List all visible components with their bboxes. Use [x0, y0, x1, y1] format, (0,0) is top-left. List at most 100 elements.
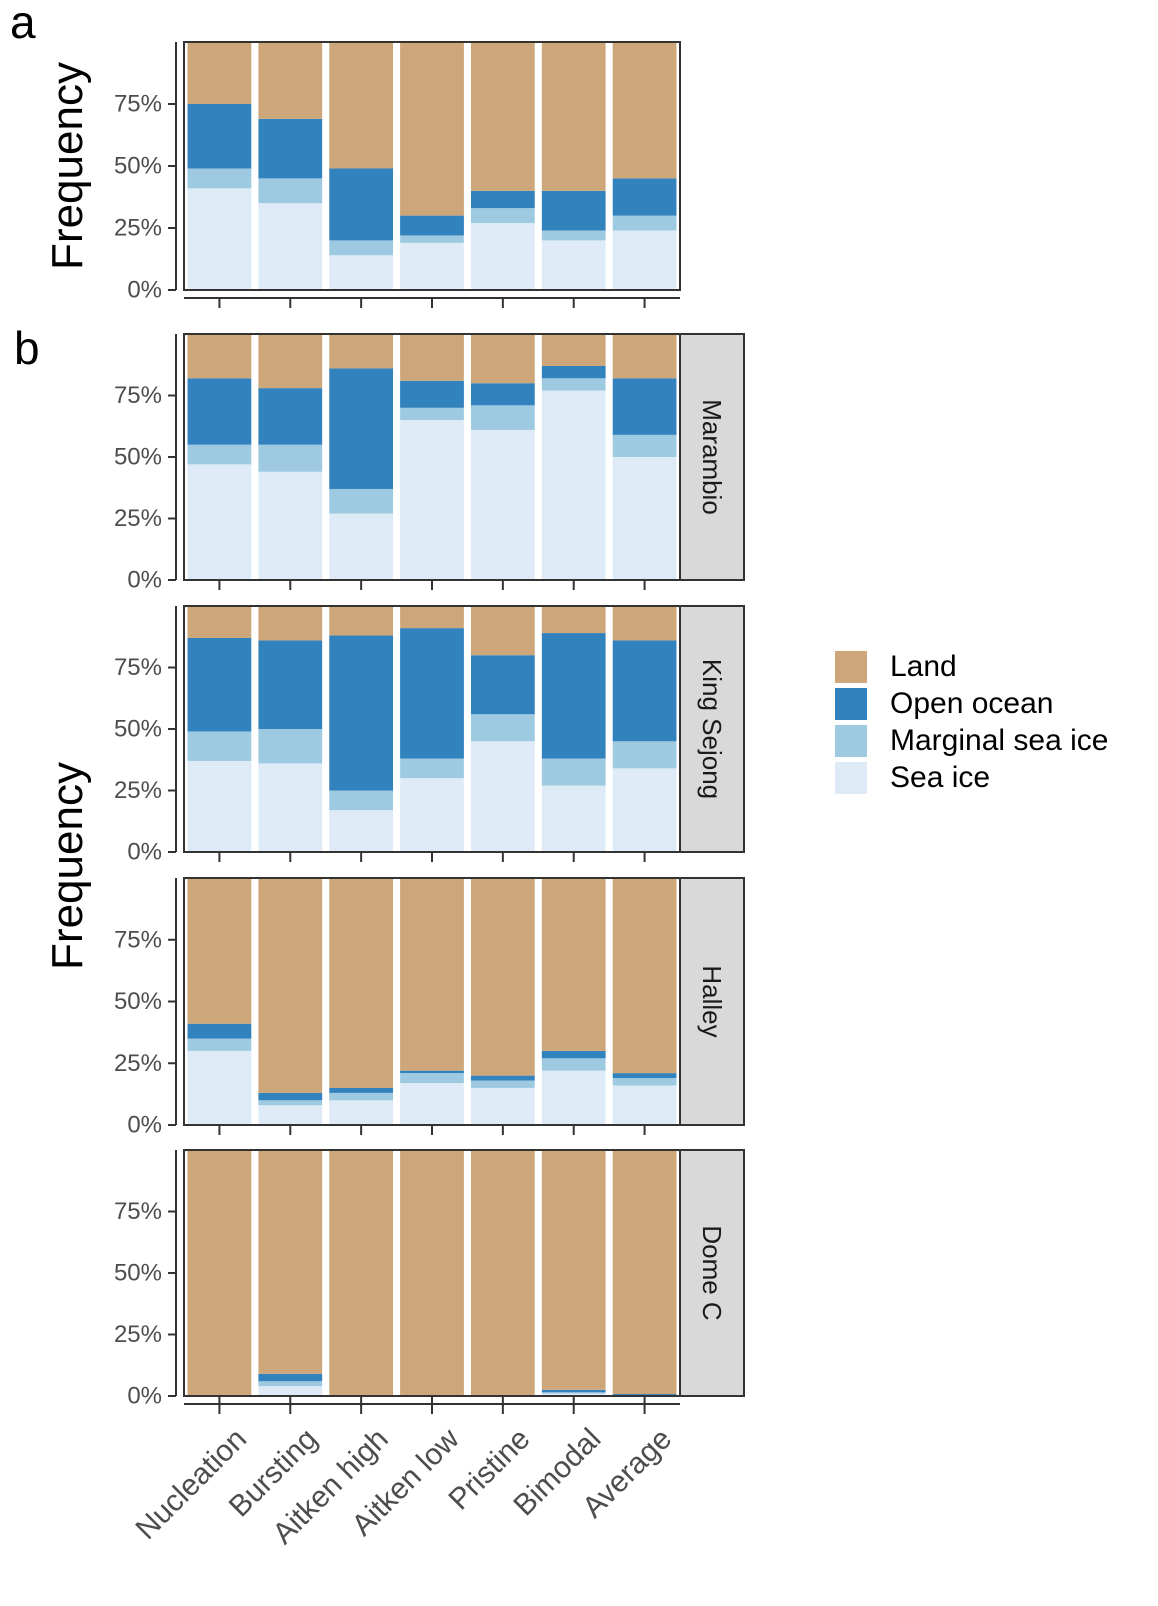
bar-halley-aitken-high-marginal-sea-ice — [329, 1092, 394, 1101]
bar-dome-c-bimodal-marginal-sea-ice — [541, 1392, 606, 1394]
facet-label-marambio: Marambio — [697, 399, 727, 515]
bar-dome-c-bursting-marginal-sea-ice — [258, 1381, 323, 1387]
bar-halley-nucleation-sea-ice — [187, 1050, 252, 1125]
bar-a-average-sea-ice — [612, 230, 677, 290]
bar-halley-average-open-ocean — [612, 1073, 677, 1079]
bar-a-nucleation-open-ocean — [187, 104, 252, 169]
legend-label-sea-ice: Sea ice — [890, 760, 991, 794]
facet-strip-halley — [679, 877, 745, 1126]
bar-halley-pristine-land — [470, 878, 535, 1076]
bar-king-sejong-aitken-high-marginal-sea-ice — [329, 790, 394, 811]
bar-dome-c-nucleation-land — [187, 1150, 252, 1396]
y-tick-label-king-sejong-75: 75% — [114, 654, 162, 681]
legend-item-open-ocean: Open ocean — [835, 685, 1108, 722]
legend-label-marginal-sea-ice: Marginal sea ice — [890, 723, 1109, 757]
bar-halley-nucleation-open-ocean — [187, 1023, 252, 1039]
bar-dome-c-bursting-land — [258, 1150, 323, 1374]
bar-marambio-nucleation-sea-ice — [187, 464, 252, 580]
y-tick-label-halley-0: 0% — [127, 1112, 162, 1139]
bar-a-bimodal-sea-ice — [541, 240, 606, 290]
bar-marambio-pristine-sea-ice — [470, 429, 535, 580]
bar-halley-bursting-land — [258, 878, 323, 1093]
bar-king-sejong-bimodal-land — [541, 606, 606, 634]
bar-marambio-aitken-high-land — [329, 334, 394, 369]
facet-label-king-sejong: King Sejong — [697, 659, 727, 799]
bar-halley-aitken-low-marginal-sea-ice — [400, 1073, 464, 1084]
y-tick-label-dome-c-0: 0% — [127, 1383, 162, 1410]
panel-border-a — [183, 41, 681, 291]
panel-dome-c: 0% 25% 50% 75% Dome C — [114, 1149, 745, 1410]
bar-a-average-marginal-sea-ice — [612, 215, 677, 231]
bar-dome-c-bimodal-land — [541, 1150, 606, 1390]
bar-king-sejong-nucleation-land — [187, 606, 252, 638]
bar-a-nucleation-land — [187, 42, 252, 104]
y-tick-label-dome-c-25: 25% — [114, 1321, 162, 1348]
bar-marambio-bursting-marginal-sea-ice — [258, 444, 323, 472]
bar-dome-c-aitken-high-land — [329, 1150, 394, 1396]
bar-marambio-bimodal-land — [541, 334, 606, 366]
bar-halley-average-sea-ice — [612, 1085, 677, 1125]
bar-a-aitken-low-marginal-sea-ice — [400, 235, 464, 243]
bar-dome-c-pristine-land — [470, 1150, 535, 1396]
bar-halley-aitken-high-land — [329, 878, 394, 1088]
bar-dome-c-bimodal-sea-ice — [541, 1393, 606, 1396]
bar-a-aitken-low-open-ocean — [400, 215, 464, 236]
bar-halley-average-marginal-sea-ice — [612, 1078, 677, 1086]
y-tick-label-dome-c-50: 50% — [114, 1260, 162, 1287]
bar-marambio-bimodal-open-ocean — [541, 365, 606, 379]
bar-marambio-aitken-high-marginal-sea-ice — [329, 488, 394, 514]
bar-halley-bimodal-marginal-sea-ice — [541, 1058, 606, 1071]
legend-item-land: Land — [835, 648, 1108, 685]
bar-marambio-average-marginal-sea-ice — [612, 434, 677, 457]
bar-halley-nucleation-marginal-sea-ice — [187, 1038, 252, 1051]
bar-marambio-aitken-low-land — [400, 334, 464, 381]
bar-king-sejong-nucleation-open-ocean — [187, 637, 252, 732]
bar-halley-pristine-open-ocean — [470, 1075, 535, 1081]
chart-panels: 0% 25% 50% 75% 0% 25% 50% 75% Marambio 0% 25% 50% 75… — [114, 41, 745, 1410]
bar-a-aitken-high-land — [329, 42, 394, 169]
bar-a-pristine-marginal-sea-ice — [470, 208, 535, 224]
facet-label-dome-c: Dome C — [697, 1225, 727, 1320]
bar-a-aitken-high-marginal-sea-ice — [329, 240, 394, 256]
y-tick-label-king-sejong-0: 0% — [127, 839, 162, 866]
bar-marambio-bursting-open-ocean — [258, 388, 323, 445]
bar-marambio-average-open-ocean — [612, 378, 677, 435]
bar-king-sejong-nucleation-sea-ice — [187, 760, 252, 852]
bar-halley-bimodal-open-ocean — [541, 1050, 606, 1059]
bar-king-sejong-pristine-sea-ice — [470, 741, 535, 852]
bar-halley-bursting-sea-ice — [258, 1105, 323, 1125]
x-tick-label-nucleation: Nucleation — [130, 1422, 254, 1546]
bar-king-sejong-average-open-ocean — [612, 640, 677, 742]
bar-marambio-bursting-land — [258, 334, 323, 389]
bar-a-bursting-marginal-sea-ice — [258, 178, 323, 204]
bar-marambio-bimodal-sea-ice — [541, 390, 606, 580]
bar-halley-aitken-high-open-ocean — [329, 1087, 394, 1093]
legend-item-sea-ice: Sea ice — [835, 759, 1108, 796]
bar-a-aitken-high-open-ocean — [329, 168, 394, 241]
y-axis-label-panel-b: Frequency — [43, 762, 92, 970]
panel-halley: 0% 25% 50% 75% Halley — [114, 877, 745, 1139]
bar-marambio-pristine-land — [470, 334, 535, 384]
bar-king-sejong-aitken-high-sea-ice — [329, 810, 394, 852]
legend-item-marginal-sea-ice: Marginal sea ice — [835, 722, 1108, 759]
bar-halley-nucleation-land — [187, 878, 252, 1024]
bar-king-sejong-pristine-land — [470, 606, 535, 656]
bar-king-sejong-aitken-low-marginal-sea-ice — [400, 758, 464, 779]
bar-halley-aitken-low-open-ocean — [400, 1070, 464, 1074]
y-tick-label-marambio-0: 0% — [127, 567, 162, 594]
bar-a-aitken-low-land — [400, 42, 464, 216]
bar-a-nucleation-marginal-sea-ice — [187, 168, 252, 189]
bar-marambio-bursting-sea-ice — [258, 471, 323, 580]
y-tick-label-halley-25: 25% — [114, 1050, 162, 1077]
legend-label-land: Land — [890, 649, 957, 683]
bar-halley-pristine-sea-ice — [470, 1087, 535, 1125]
y-tick-label-king-sejong-50: 50% — [114, 716, 162, 743]
bar-halley-bursting-marginal-sea-ice — [258, 1100, 323, 1106]
y-tick-label-halley-50: 50% — [114, 988, 162, 1015]
panel-a: 0% 25% 50% 75% — [114, 41, 681, 308]
bar-halley-bursting-open-ocean — [258, 1092, 323, 1101]
bar-king-sejong-pristine-open-ocean — [470, 655, 535, 715]
bar-marambio-nucleation-marginal-sea-ice — [187, 444, 252, 465]
bar-king-sejong-bimodal-sea-ice — [541, 785, 606, 852]
